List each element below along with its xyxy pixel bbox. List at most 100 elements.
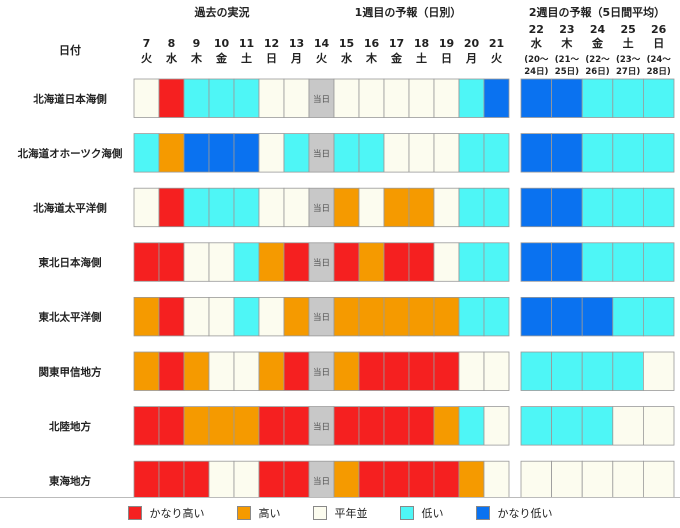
- region-label: 北海道日本海側: [33, 92, 107, 105]
- daily-cell: [333, 133, 360, 173]
- week2-cell: [551, 78, 583, 118]
- week2-weekday-label: 水: [531, 36, 543, 50]
- week2-cell: [643, 460, 675, 497]
- daily-cell: [308, 406, 335, 446]
- daily-cell: [433, 460, 460, 497]
- legend-item-normal: 平年並: [312, 505, 368, 521]
- week2-cell: [612, 78, 644, 118]
- daily-cell: [208, 133, 235, 173]
- day-number-label: 19: [439, 37, 454, 50]
- daily-cell: [383, 460, 410, 497]
- daily-cell: [483, 187, 510, 228]
- daily-cell: [158, 78, 185, 118]
- week2-day-number-label: 22: [529, 23, 544, 36]
- section-title-week2: 2週目の予報（5日間平均）: [529, 5, 665, 19]
- daily-cell: [408, 242, 435, 282]
- daily-cell: [358, 460, 385, 497]
- day-number-label: 11: [239, 37, 254, 50]
- daily-cell: [333, 351, 360, 391]
- daily-cell: [283, 460, 310, 497]
- daily-cell: [158, 133, 185, 173]
- daily-cell: [358, 351, 385, 391]
- daily-cell: [458, 133, 485, 173]
- daily-cell: [458, 296, 485, 337]
- daily-cell: [183, 296, 210, 337]
- week2-cell: [581, 187, 614, 228]
- week2-range-end-label: 24日): [524, 67, 548, 77]
- today-cell-label: 当日: [313, 258, 330, 269]
- week2-day-number-label: 26: [651, 23, 667, 36]
- legend-label-low: 低い: [421, 507, 444, 520]
- week2-cell: [551, 133, 583, 173]
- week2-cell: [612, 460, 644, 497]
- today-cell-label: 当日: [313, 203, 330, 214]
- weekday-label: 月: [465, 52, 477, 65]
- week2-cell: [520, 406, 553, 446]
- week2-cell: [520, 187, 553, 228]
- daily-cell: [433, 406, 460, 446]
- week2-cell: [612, 133, 644, 173]
- daily-cell: [408, 296, 435, 337]
- daily-cell: [233, 460, 260, 497]
- week2-weekday-label: 木: [560, 36, 573, 50]
- daily-cell: [308, 351, 335, 391]
- region-label: 東北日本海側: [39, 256, 102, 269]
- daily-cell: [483, 296, 510, 337]
- daily-cell: [208, 187, 235, 228]
- weekday-label: 水: [166, 51, 178, 65]
- weekday-label: 日: [441, 52, 452, 65]
- daily-cell: [483, 242, 510, 282]
- week2-range-end-label: 26日): [585, 67, 609, 77]
- daily-cell: [258, 406, 285, 446]
- daily-cell: [158, 187, 185, 228]
- day-number-label: 18: [414, 37, 429, 50]
- daily-cell: [158, 242, 185, 282]
- legend-swatch-normal: [312, 506, 327, 520]
- week2-cell: [581, 242, 614, 282]
- daily-cell: [433, 187, 460, 228]
- daily-cell: [208, 351, 235, 391]
- legend-item-very-low: かなり低い: [475, 505, 553, 521]
- daily-cell: [483, 133, 510, 173]
- week2-range-end-label: 27日): [616, 67, 640, 77]
- daily-cell: [458, 351, 485, 391]
- weekday-label: 火: [491, 52, 503, 65]
- daily-cell: [408, 187, 435, 228]
- week2-cell: [643, 296, 675, 337]
- day-number-label: 14: [314, 37, 330, 50]
- daily-cell: [283, 133, 310, 173]
- daily-cell: [408, 351, 435, 391]
- daily-cell: [183, 78, 210, 118]
- daily-cell: [183, 242, 210, 282]
- week2-cell: [612, 406, 644, 446]
- daily-cell: [233, 406, 260, 446]
- day-number-label: 15: [339, 37, 354, 50]
- daily-cell: [258, 242, 285, 282]
- region-label: 関東甲信地方: [39, 365, 102, 378]
- week2-cell: [520, 351, 553, 391]
- weekday-label: 木: [190, 51, 203, 65]
- today-cell-label: 当日: [313, 367, 330, 378]
- legend-item-high: 高い: [236, 505, 281, 521]
- week2-cell: [551, 351, 583, 391]
- daily-cell: [208, 460, 235, 497]
- daily-cell: [358, 406, 385, 446]
- legend-swatch-high: [236, 506, 251, 520]
- daily-cell: [383, 133, 410, 173]
- daily-cell: [358, 187, 385, 228]
- daily-cell: [133, 187, 160, 228]
- daily-cell: [258, 78, 285, 118]
- week2-cell: [581, 133, 614, 173]
- daily-cell: [383, 296, 410, 337]
- week2-cell: [643, 406, 675, 446]
- daily-cell: [408, 460, 435, 497]
- daily-cell: [358, 296, 385, 337]
- daily-cell: [233, 78, 260, 118]
- today-cell-label: 当日: [313, 94, 330, 105]
- daily-cell: [483, 78, 510, 118]
- weekday-label: 日: [266, 52, 277, 65]
- legend-label-high: 高い: [258, 507, 281, 520]
- day-number-label: 20: [464, 37, 480, 50]
- daily-cell: [233, 133, 260, 173]
- day-number-label: 13: [289, 37, 304, 50]
